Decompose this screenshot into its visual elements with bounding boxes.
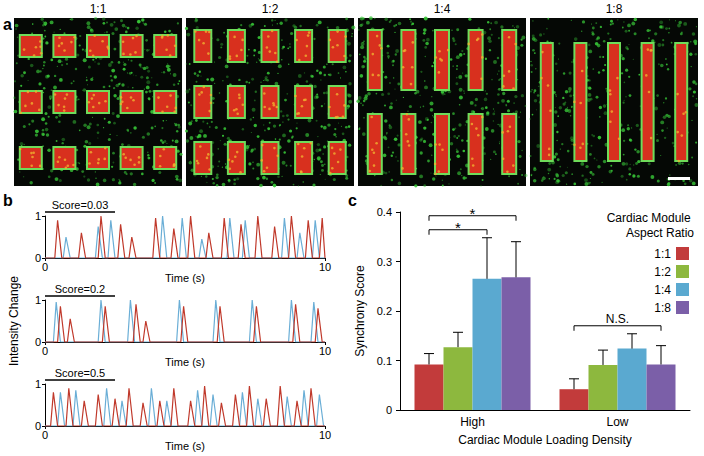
svg-text:Aspect Ratio: Aspect Ratio [626,226,694,240]
svg-text:*: * [455,219,461,236]
svg-text:1:8: 1:8 [654,301,671,315]
svg-text:Time (s): Time (s) [165,440,205,452]
svg-text:0: 0 [42,345,48,357]
svg-text:0: 0 [35,336,41,348]
svg-text:Score=0.2: Score=0.2 [55,283,105,295]
svg-text:Score=0.5: Score=0.5 [55,367,105,379]
svg-text:Time (s): Time (s) [165,272,205,284]
svg-text:1:4: 1:4 [434,2,451,16]
svg-text:1:8: 1:8 [606,2,623,16]
svg-text:High: High [460,415,485,429]
svg-text:Cardiac Module Loading Density: Cardiac Module Loading Density [458,433,631,447]
svg-text:b: b [3,192,13,209]
svg-text:10: 10 [319,429,331,441]
svg-text:1: 1 [35,210,41,222]
svg-text:a: a [3,16,12,33]
svg-text:10: 10 [319,261,331,273]
svg-text:0: 0 [35,252,41,264]
svg-text:1: 1 [35,294,41,306]
svg-text:Low: Low [606,415,628,429]
svg-text:1: 1 [35,378,41,390]
svg-text:0.4: 0.4 [377,206,392,218]
svg-text:Cardiac Module: Cardiac Module [607,211,694,225]
svg-text:Synchrony Score: Synchrony Score [353,265,367,357]
svg-text:Score=0.03: Score=0.03 [52,199,109,211]
svg-text:0.2: 0.2 [377,305,392,317]
svg-text:0: 0 [42,429,48,441]
svg-text:10: 10 [319,345,331,357]
svg-text:1:1: 1:1 [90,2,107,16]
svg-text:0: 0 [35,420,41,432]
svg-text:N.S.: N.S. [606,312,629,326]
svg-text:*: * [470,205,476,222]
svg-text:0: 0 [42,261,48,273]
svg-text:0.1: 0.1 [377,355,392,367]
svg-text:1:1: 1:1 [654,247,671,261]
svg-text:1:2: 1:2 [262,2,279,16]
svg-text:Intensity Change: Intensity Change [7,276,21,366]
svg-text:c: c [348,192,357,209]
svg-text:1:4: 1:4 [654,283,671,297]
svg-text:Time (s): Time (s) [165,356,205,368]
svg-text:0.3: 0.3 [377,256,392,268]
svg-text:0: 0 [386,404,392,416]
svg-text:1:2: 1:2 [654,265,671,279]
